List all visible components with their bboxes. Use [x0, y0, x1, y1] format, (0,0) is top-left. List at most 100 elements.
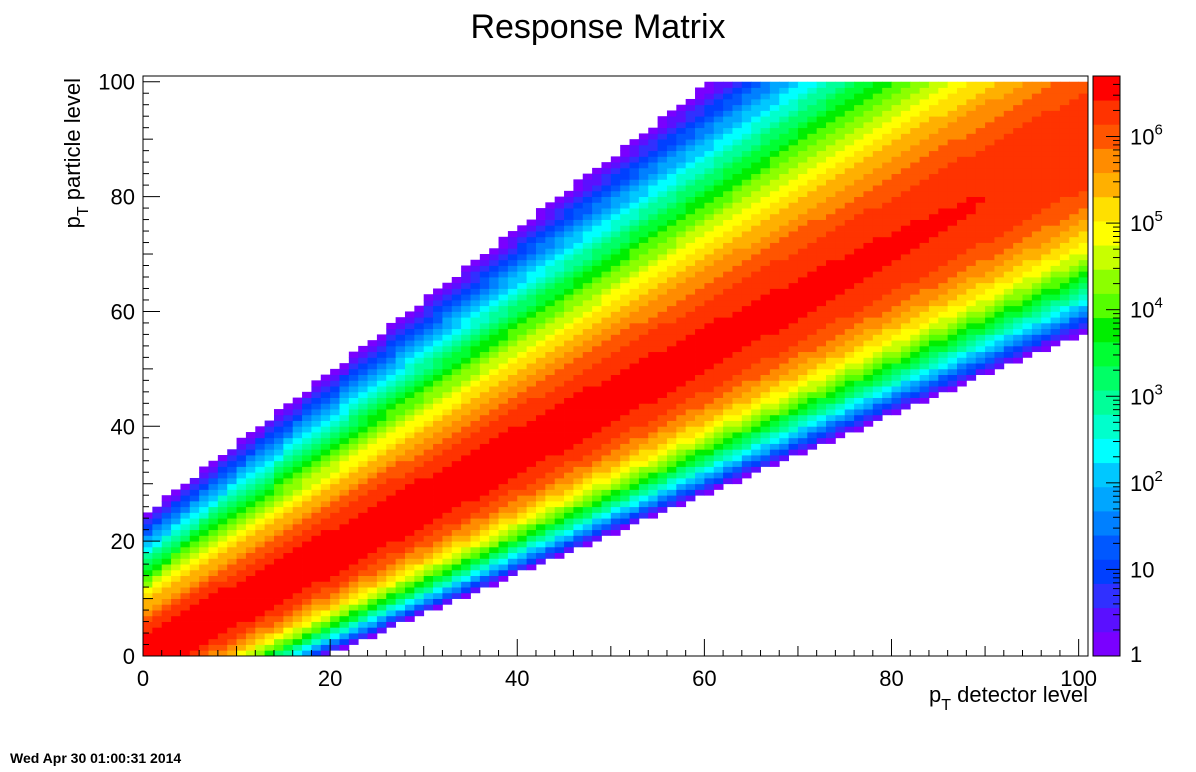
heatmap-cell: [414, 564, 425, 571]
heatmap-cell: [311, 420, 322, 427]
heatmap-cell: [479, 311, 490, 318]
heatmap-cell: [1041, 328, 1051, 335]
heatmap-cell: [1022, 225, 1033, 232]
heatmap-cell: [358, 477, 368, 485]
heatmap-cell: [610, 196, 621, 203]
heatmap-cell: [666, 403, 677, 410]
heatmap-cell: [713, 386, 724, 393]
heatmap-cell: [302, 460, 312, 467]
heatmap-cell: [676, 449, 687, 456]
heatmap-cell: [161, 529, 172, 536]
heatmap-cell: [433, 386, 443, 393]
heatmap-cell: [470, 477, 481, 485]
heatmap-cell: [507, 322, 518, 330]
heatmap-cell: [975, 167, 986, 175]
heatmap-cell: [601, 345, 612, 353]
heatmap-cell: [648, 380, 659, 387]
heatmap-cell: [1003, 340, 1014, 347]
heatmap-cell: [386, 357, 397, 364]
heatmap-cell: [433, 604, 443, 611]
heatmap-cell: [564, 443, 574, 450]
heatmap-cell: [620, 259, 630, 266]
heatmap-cell: [442, 472, 453, 479]
heatmap-cell: [732, 271, 743, 278]
heatmap-cell: [227, 495, 237, 502]
heatmap-cell: [283, 558, 294, 565]
heatmap-cell: [872, 299, 883, 307]
heatmap-cell: [489, 546, 499, 554]
heatmap-cell: [423, 535, 434, 542]
heatmap-cell: [919, 156, 930, 163]
heatmap-cell: [629, 437, 640, 444]
heatmap-cell: [171, 604, 181, 611]
heatmap-cell: [695, 254, 705, 261]
heatmap-cell: [910, 265, 920, 272]
heatmap-cell: [666, 391, 677, 398]
heatmap-cell: [732, 374, 743, 381]
heatmap-cell: [217, 569, 228, 576]
heatmap-cell: [526, 506, 537, 513]
heatmap-cell: [760, 409, 771, 416]
heatmap-cell: [451, 569, 462, 576]
heatmap-cell: [872, 345, 883, 353]
heatmap-cell: [610, 397, 621, 404]
heatmap-cell: [985, 185, 995, 192]
heatmap-cell: [872, 322, 883, 330]
heatmap-cell: [423, 569, 434, 576]
heatmap-cell: [1041, 185, 1051, 192]
heatmap-cell: [685, 426, 696, 433]
heatmap-cell: [854, 380, 864, 387]
heatmap-cell: [648, 443, 659, 450]
heatmap-cell: [788, 409, 799, 416]
heatmap-cell: [545, 391, 556, 398]
heatmap-cell: [732, 288, 743, 295]
heatmap-cell: [526, 397, 537, 404]
heatmap-cell: [685, 213, 696, 220]
heatmap-cell: [685, 374, 696, 381]
heatmap-cell: [685, 173, 696, 180]
heatmap-cell: [143, 598, 153, 605]
heatmap-cell: [517, 265, 528, 272]
heatmap-cell: [1022, 351, 1033, 358]
heatmap-cell: [751, 299, 761, 307]
heatmap-cell: [489, 391, 499, 398]
heatmap-cell: [236, 483, 247, 490]
heatmap-cell: [657, 426, 668, 433]
heatmap-cell: [807, 196, 818, 203]
heatmap-cell: [507, 414, 518, 421]
heatmap-cell: [601, 299, 612, 307]
heatmap-cell: [760, 173, 771, 180]
heatmap-cell: [826, 231, 836, 238]
heatmap-cell: [900, 271, 911, 278]
heatmap-cell: [769, 231, 780, 238]
heatmap-cell: [769, 242, 780, 249]
heatmap-cell: [957, 282, 967, 289]
heatmap-cell: [1050, 340, 1061, 347]
heatmap-cell: [1013, 248, 1023, 255]
heatmap-cell: [143, 615, 153, 622]
heatmap-cell: [227, 598, 237, 605]
heatmap-cell: [320, 466, 331, 473]
heatmap-cell: [386, 506, 397, 513]
heatmap-cell: [1059, 299, 1070, 307]
heatmap-cell: [620, 190, 630, 197]
heatmap-cell: [535, 437, 546, 444]
heatmap-cell: [657, 443, 668, 450]
heatmap-cell: [741, 414, 752, 421]
heatmap-cell: [975, 231, 986, 238]
heatmap-cell: [835, 363, 846, 370]
heatmap-cell: [713, 466, 724, 473]
heatmap-cell: [395, 334, 406, 341]
heatmap-cell: [535, 311, 546, 318]
heatmap-cell: [695, 414, 705, 421]
heatmap-cell: [732, 414, 743, 421]
heatmap-cell: [470, 299, 481, 307]
heatmap-cell: [620, 305, 630, 312]
heatmap-cell: [826, 259, 836, 266]
heatmap-cell: [835, 150, 846, 157]
heatmap-cell: [620, 317, 630, 324]
heatmap-cell: [451, 380, 462, 387]
heatmap-cell: [1050, 242, 1061, 249]
heatmap-cell: [479, 512, 490, 519]
heatmap-cell: [451, 426, 462, 433]
